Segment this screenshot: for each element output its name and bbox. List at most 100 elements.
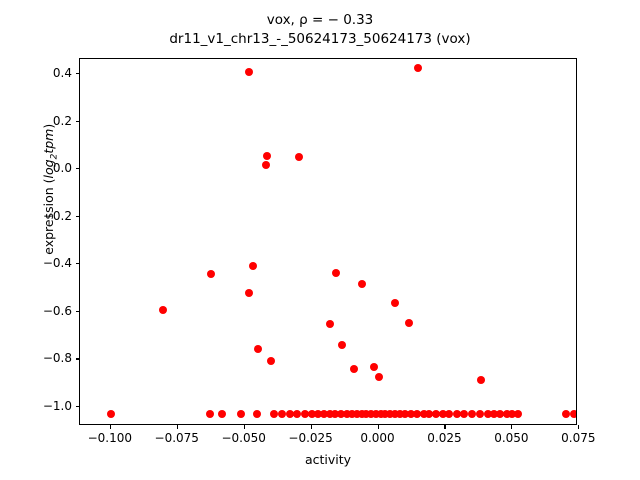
y-axis-tick-label: 0.4 (52, 66, 72, 81)
scatter-point (206, 269, 215, 278)
scatter-point (314, 410, 323, 419)
scatter-point (262, 151, 271, 160)
scatter-point (267, 356, 276, 365)
scatter-point (374, 372, 383, 381)
scatter-point (452, 410, 461, 419)
scatter-point (286, 410, 295, 419)
scatter-point (278, 410, 287, 419)
y-axis-tick (75, 405, 79, 408)
scatter-point (413, 410, 422, 419)
y-axis-tick (75, 263, 79, 265)
x-axis-tick-label: 0.000 (360, 431, 395, 445)
scatter-point (262, 161, 271, 169)
y-axis-tick-label: −0.2 (42, 208, 72, 223)
x-axis-tick-label: 0.050 (494, 431, 529, 445)
x-axis-tick-label: 0.025 (427, 431, 462, 445)
scatter-point (307, 410, 316, 419)
y-axis-label: expression (log2tpm) (41, 39, 60, 339)
scatter-point (367, 410, 376, 419)
scatter-point (245, 288, 254, 297)
scatter-point (337, 410, 346, 419)
scatter-point (490, 410, 499, 419)
y-axis-tick (75, 310, 79, 312)
x-axis-tick-label: −0.100 (87, 431, 132, 445)
scatter-point (331, 410, 340, 419)
y-axis-tick-label: −0.4 (42, 256, 72, 271)
y-axis-tick-label: −0.8 (42, 351, 72, 366)
scatter-point (475, 410, 484, 419)
chart-title: vox, ρ = − 0.33 dr11_v1_chr13_-_50624173… (0, 11, 640, 49)
y-axis-label-math-sub: 2 (49, 153, 60, 160)
scatter-point (407, 410, 416, 419)
scatter-point (483, 410, 492, 419)
scatter-point (325, 319, 334, 328)
scatter-point (349, 364, 358, 373)
scatter-point (386, 410, 395, 419)
scatter-point (270, 410, 279, 419)
scatter-point (391, 410, 400, 419)
scatter-point (467, 410, 476, 419)
scatter-point (508, 410, 517, 419)
scatter-point (561, 410, 570, 419)
scatter-point (244, 67, 253, 76)
scatter-point (401, 410, 410, 419)
x-axis-tick-label: −0.075 (154, 431, 199, 445)
scatter-point (569, 410, 576, 419)
data-points-layer (80, 59, 576, 424)
scatter-point (369, 363, 378, 372)
scatter-point (425, 410, 434, 419)
x-axis-tick (377, 425, 379, 429)
scatter-point (342, 410, 351, 419)
scatter-point (295, 153, 303, 162)
scatter-point (106, 410, 115, 419)
scatter-point (348, 410, 357, 419)
x-axis-tick (243, 425, 245, 429)
scatter-point (438, 410, 447, 419)
x-axis-tick (310, 425, 312, 429)
y-axis-label-prefix: expression ( (40, 178, 56, 255)
x-axis-tick-label: 0.075 (561, 431, 596, 445)
y-axis-tick (75, 73, 79, 75)
scatter-point (292, 410, 301, 419)
scatter-point (252, 410, 261, 419)
x-axis-tick-label: −0.050 (221, 431, 266, 445)
scatter-point (353, 410, 362, 419)
scatter-point (477, 375, 486, 384)
scatter-point (248, 261, 257, 270)
scatter-point (445, 410, 454, 419)
scatter-point (371, 410, 380, 419)
y-axis-tick (75, 358, 79, 360)
scatter-point (331, 268, 340, 277)
x-axis-tick (444, 425, 446, 429)
scatter-point (236, 410, 245, 419)
x-axis-label: activity (304, 452, 352, 467)
scatter-point (337, 341, 346, 350)
y-axis-label-math-log: log (40, 159, 56, 179)
scatter-point (205, 410, 214, 419)
y-axis-tick-label: −0.6 (42, 303, 72, 318)
scatter-point (413, 63, 422, 72)
x-axis-tick-label: −0.025 (288, 431, 333, 445)
chart-title-line-1: vox, ρ = − 0.33 (266, 12, 374, 28)
scatter-point (300, 410, 309, 419)
scatter-point (496, 410, 505, 419)
y-axis-label-math-tpm: tpm (40, 128, 56, 154)
scatter-point (357, 410, 366, 419)
scatter-point (381, 410, 390, 419)
y-axis-tick (75, 120, 79, 122)
chart-title-line-2: dr11_v1_chr13_-_50624173_50624173 (vox) (169, 31, 471, 47)
y-axis-tick-label: 0.2 (52, 113, 72, 128)
scatter-point (514, 410, 523, 419)
scatter-point (253, 344, 262, 353)
y-axis-tick-label: −1.0 (42, 398, 72, 413)
scatter-point (419, 410, 428, 419)
plot-axes-frame (79, 58, 577, 425)
x-axis-tick (511, 425, 513, 429)
x-axis-tick (176, 425, 178, 429)
scatter-point (326, 410, 335, 419)
scatter-point (390, 298, 399, 307)
y-axis-tick (75, 215, 79, 217)
y-axis-tick-label: 0.0 (52, 161, 72, 176)
scatter-point (432, 410, 441, 419)
scatter-point (319, 410, 328, 419)
